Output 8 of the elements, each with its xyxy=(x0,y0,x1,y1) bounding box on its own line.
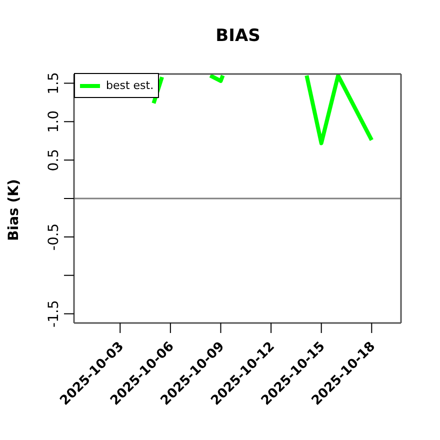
y-tick-label: 0.5 xyxy=(46,148,62,172)
y-tick-label: -0.5 xyxy=(46,223,62,251)
y-tick-label: 1.5 xyxy=(46,72,62,94)
y-tick-label: 1.0 xyxy=(46,110,62,133)
y-tick-label: -1.5 xyxy=(46,300,62,328)
legend-label: best est. xyxy=(106,79,154,92)
y-axis-title: Bias (K) xyxy=(6,179,22,241)
chart-title: BIAS xyxy=(214,26,262,46)
